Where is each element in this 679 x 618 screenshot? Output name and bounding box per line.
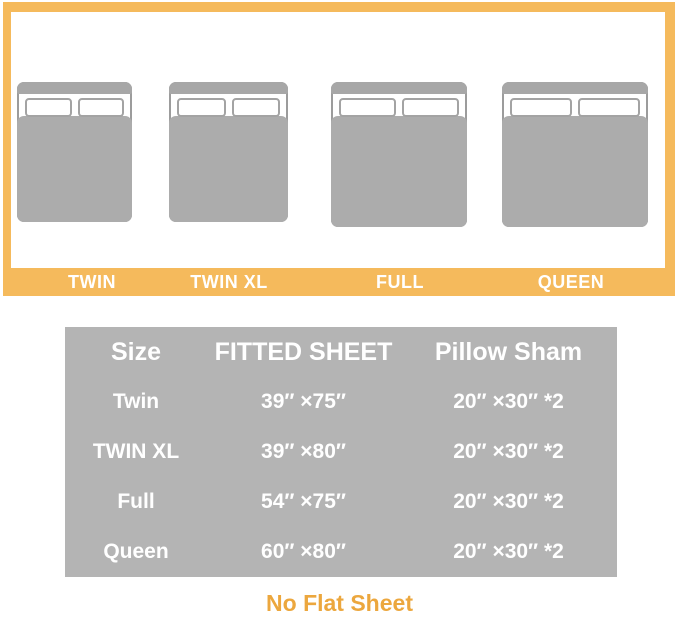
footnote-no-flat-sheet: No Flat Sheet [266,590,413,616]
pillow-icon [578,98,640,117]
table-cell-size: Queen [103,540,169,563]
column-header-fitted-sheet: FITTED SHEET [214,337,393,366]
size-label-bar: TWIN TWIN XL FULL QUEEN [3,268,675,296]
headboard-icon [331,82,467,94]
table-cell-size: TWIN XL [92,440,180,463]
pillow-icon [339,98,396,117]
table-cell-pillow-sham: 20″ ×30″ *2 [453,390,564,413]
table-cell-pillow-sham: 20″ ×30″ *2 [453,490,564,513]
bed-twin-xl-icon [169,82,288,222]
table-cell-fitted-sheet: 39″ ×80″ [261,440,346,463]
bed-queen-icon [502,82,648,227]
bed-label-full: FULL [376,272,424,292]
table-cell-fitted-sheet: 54″ ×75″ [261,490,346,513]
headboard-icon [502,82,648,94]
pillow-icon [25,98,72,117]
pillow-icon [177,98,226,117]
pillow-icon [510,98,572,117]
table-cell-size: Full [117,490,155,513]
pillow-icon [231,98,280,117]
table-cell-pillow-sham: 20″ ×30″ *2 [453,540,564,563]
table-cell-pillow-sham: 20″ ×30″ *2 [453,440,564,463]
blanket-icon [17,116,132,222]
bed-full-icon [331,82,467,227]
blanket-icon [169,116,288,222]
size-table: Size FITTED SHEET Pillow Sham Twin 39″ ×… [65,327,617,577]
column-header-size: Size [110,337,162,366]
bed-label-twin: TWIN [68,272,116,292]
column-header-pillow-sham: Pillow Sham [434,337,583,366]
headboard-icon [17,82,132,94]
table-cell-fitted-sheet: 60″ ×80″ [261,540,346,563]
headboard-icon [169,82,288,94]
blanket-icon [331,116,467,227]
pillow-icon [402,98,459,117]
table-cell-size: Twin [112,390,160,413]
pillow-icon [77,98,124,117]
table-cell-fitted-sheet: 39″ ×75″ [261,390,346,413]
bed-label-queen: QUEEN [537,272,605,292]
blanket-icon [502,116,648,227]
bed-sizes-frame: TWIN TWIN XL FULL QUEEN [3,2,675,296]
bed-twin-icon [17,82,132,222]
bed-label-twin-xl: TWIN XL [190,272,268,292]
